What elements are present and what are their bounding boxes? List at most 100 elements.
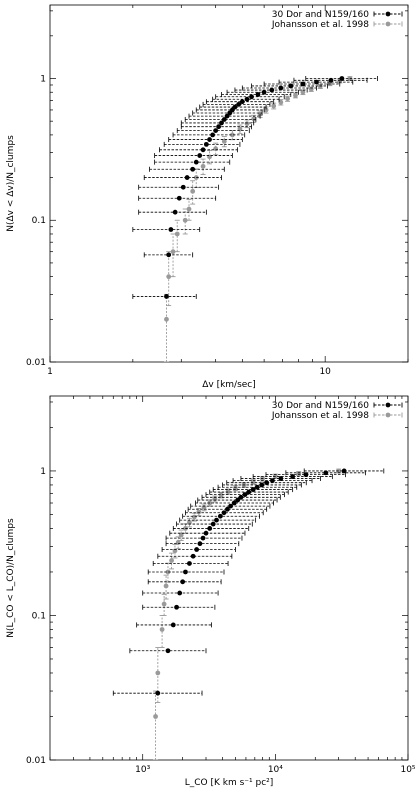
point-30dor (180, 184, 186, 190)
point-30dor (168, 227, 174, 232)
point-30dor (231, 500, 237, 506)
point-johansson (250, 479, 256, 485)
point-30dor (290, 474, 296, 479)
legend-marker (385, 21, 391, 27)
point-johansson (229, 132, 235, 138)
point-30dor (239, 99, 245, 105)
point-30dor (264, 480, 270, 486)
point-johansson (161, 601, 167, 607)
point-30dor (261, 89, 267, 95)
point-30dor (193, 159, 199, 165)
point-johansson (225, 489, 231, 494)
point-30dor (177, 590, 183, 596)
point-30dor (164, 294, 169, 299)
point-30dor (236, 101, 242, 107)
point-30dor (184, 175, 190, 180)
point-johansson (278, 99, 284, 105)
point-johansson (155, 670, 161, 676)
point-johansson (300, 89, 306, 95)
point-30dor (328, 77, 334, 83)
point-johansson (163, 583, 169, 589)
point-30dor (170, 622, 176, 628)
point-30dor (314, 79, 319, 85)
point-30dor (269, 87, 275, 93)
point-30dor (219, 120, 224, 126)
x-axis-label: L_CO [K km s⁻¹ pc²] (185, 778, 274, 788)
point-30dor (235, 497, 241, 503)
point-30dor (214, 517, 219, 523)
x-axis-label: Δv [km/sec] (202, 380, 256, 390)
plot-frame (49, 395, 409, 761)
point-30dor (165, 648, 171, 654)
legend-marker (385, 11, 391, 17)
y-tick-label: 1 (40, 467, 46, 477)
point-30dor (250, 487, 256, 492)
point-30dor (238, 494, 244, 500)
point-30dor (166, 252, 172, 258)
point-30dor (213, 128, 219, 133)
plot-frame (49, 4, 409, 363)
point-johansson (191, 514, 197, 520)
point-30dor (254, 484, 260, 490)
point-johansson (293, 92, 298, 98)
point-30dor (244, 96, 250, 102)
y-tick-label: 0.1 (32, 611, 46, 621)
point-30dor (259, 482, 265, 488)
point-30dor (207, 137, 212, 142)
legend-entry-30dor: 30 Dor and N159/160 (272, 10, 369, 20)
point-30dor (221, 117, 227, 122)
point-johansson (296, 471, 302, 476)
y-tick-label: 0.01 (26, 358, 46, 368)
data-layer (132, 75, 378, 362)
point-johansson (166, 274, 172, 280)
point-30dor (232, 104, 238, 110)
point-30dor (300, 81, 306, 87)
legend-entry-30dor: 30 Dor and N159/160 (272, 401, 369, 411)
point-johansson (190, 188, 196, 194)
point-30dor (183, 569, 188, 575)
point-johansson (271, 103, 277, 109)
point-30dor (155, 690, 161, 696)
point-30dor (190, 553, 196, 559)
point-30dor (225, 506, 230, 512)
point-30dor (216, 124, 222, 130)
point-30dor (255, 92, 261, 97)
point-30dor (278, 476, 284, 481)
point-30dor (197, 541, 203, 547)
point-johansson (178, 532, 184, 538)
x-tick-label: 10³ (135, 765, 150, 775)
point-johansson (263, 107, 269, 113)
y-tick-label: 1 (40, 74, 46, 84)
y-tick-label: 0.01 (26, 756, 46, 766)
y-axis-label: N(Δv < Δv)/N_clumps (6, 135, 16, 232)
point-30dor (288, 83, 294, 89)
point-johansson (170, 249, 176, 255)
point-johansson (308, 86, 314, 92)
y-axis-label: N(L_CO < L_CO)/N_clumps (6, 518, 16, 638)
point-johansson (285, 96, 290, 102)
point-johansson (186, 206, 192, 212)
point-johansson (317, 83, 323, 89)
point-johansson (153, 714, 158, 719)
point-johansson (182, 217, 188, 223)
chart-panel-2: 10³ 10⁴ 10⁵ 0.01 0.1 1 L_CO [K km s⁻¹ pc²] N(L_… (6, 395, 415, 788)
data-layer (112, 468, 385, 760)
x-tick-label: 1 (47, 367, 53, 377)
point-30dor (341, 468, 347, 474)
point-30dor (224, 113, 230, 119)
point-johansson (169, 558, 174, 563)
point-30dor (194, 547, 200, 552)
point-johansson (164, 316, 169, 322)
point-johansson (200, 163, 206, 169)
point-johansson (165, 569, 171, 575)
point-30dor (176, 195, 182, 201)
point-30dor (278, 85, 284, 91)
point-30dor (210, 521, 216, 527)
point-30dor (172, 209, 178, 215)
point-johansson (159, 627, 165, 632)
point-30dor (180, 579, 186, 585)
